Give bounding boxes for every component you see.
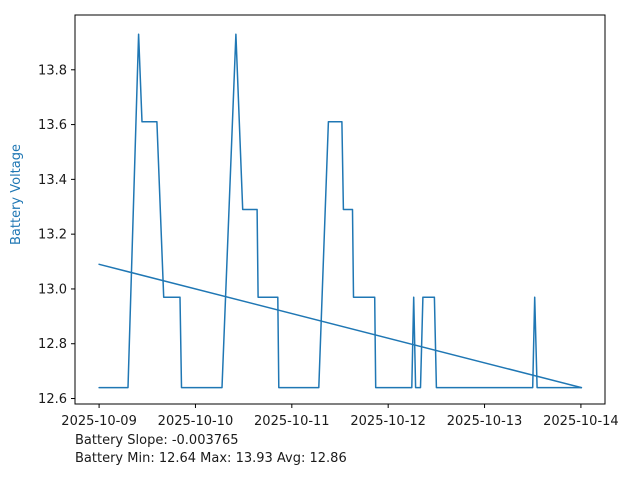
battery-voltage-line (98, 33, 583, 389)
y-axis-label: Battery Voltage (9, 144, 24, 246)
footer-slope-text: Battery Slope: -0.003765 (75, 433, 239, 448)
x-tick-label: 2025-10-10 (158, 414, 234, 429)
x-tick-label: 2025-10-09 (61, 414, 137, 429)
y-tick-label: 13.0 (38, 282, 67, 297)
trend-line (98, 263, 583, 389)
plot-frame (74, 14, 606, 405)
y-tick-label: 12.8 (38, 337, 67, 352)
x-tick-label: 2025-10-13 (447, 414, 523, 429)
y-tick-label: 12.6 (38, 392, 67, 407)
y-tick-label: 13.6 (38, 118, 67, 133)
y-tick-label: 13.8 (38, 63, 67, 78)
x-tick-label: 2025-10-11 (254, 414, 330, 429)
x-tick-label: 2025-10-12 (350, 414, 426, 429)
y-tick-label: 13.4 (38, 173, 67, 188)
x-tick-label: 2025-10-14 (543, 414, 619, 429)
footer-stats-text: Battery Min: 12.64 Max: 13.93 Avg: 12.86 (75, 451, 347, 466)
y-tick-label: 13.2 (38, 228, 67, 243)
